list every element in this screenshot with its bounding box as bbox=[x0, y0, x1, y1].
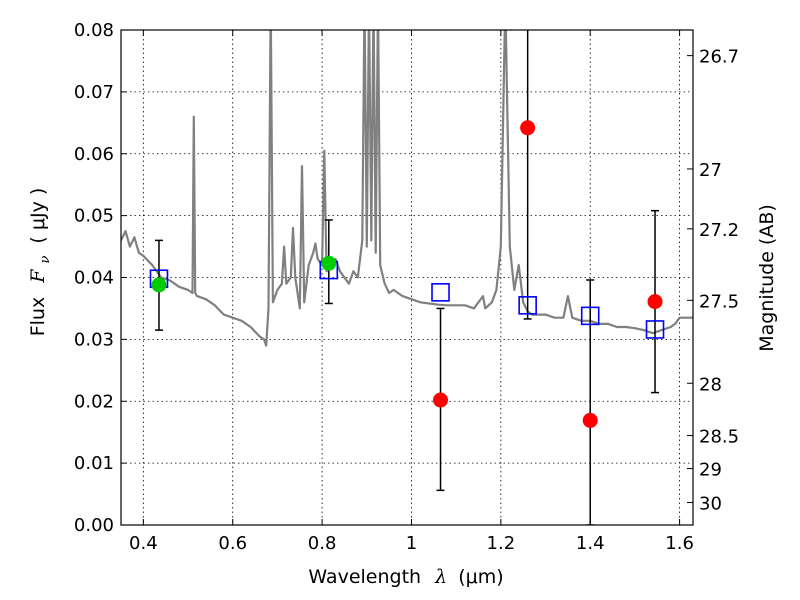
y-axis-label-text: Flux bbox=[27, 297, 49, 337]
y2-tick-label: 29 bbox=[699, 460, 722, 481]
x-tick-label: 1.2 bbox=[487, 533, 516, 554]
y-axis-label: Flux F ν ( μJy ) bbox=[27, 188, 54, 337]
model-spectrum-line bbox=[121, 30, 693, 347]
x-axis-symbol: λ bbox=[434, 566, 447, 588]
y-tick-label: 0.08 bbox=[74, 20, 114, 41]
model-spectrum bbox=[121, 30, 693, 347]
y-axis-symbol-sub: ν bbox=[38, 256, 53, 264]
model-band-marker bbox=[431, 283, 450, 302]
x-tick-label: 0.6 bbox=[218, 533, 247, 554]
y-tick-label: 0.01 bbox=[74, 453, 114, 474]
y-tick-label: 0.02 bbox=[74, 391, 114, 412]
optical-point bbox=[321, 255, 337, 271]
y-axis-unit: ( μJy ) bbox=[27, 188, 49, 244]
nir-point bbox=[647, 294, 663, 310]
model-band-marker bbox=[580, 306, 600, 326]
x-tick-label: 1 bbox=[406, 533, 417, 554]
x-axis-unit: (μm) bbox=[458, 566, 503, 588]
y-tick-label: 0.06 bbox=[74, 144, 114, 165]
y-tick-label: 0.03 bbox=[74, 329, 114, 350]
y2-tick-label: 30 bbox=[699, 494, 722, 515]
y2-tick-label: 27 bbox=[699, 160, 722, 181]
data-markers bbox=[149, 120, 665, 428]
y2-tick-label: 27.5 bbox=[699, 291, 739, 312]
y-tick-label: 0.04 bbox=[74, 268, 114, 289]
x-tick-label: 0.4 bbox=[129, 533, 158, 554]
y2-tick-label: 28.5 bbox=[699, 427, 739, 448]
y2-tick-label: 28 bbox=[699, 374, 722, 395]
x-axis-label-text: Wavelength bbox=[308, 566, 421, 588]
x-axis-label: Wavelength λ (μm) bbox=[308, 566, 503, 588]
optical-point bbox=[151, 277, 167, 293]
x-tick-label: 1.4 bbox=[576, 533, 605, 554]
model-band-marker bbox=[645, 320, 665, 339]
x-tick-label: 0.8 bbox=[308, 533, 337, 554]
y2-tick-label: 27.2 bbox=[699, 220, 739, 241]
x-tick-label: 1.6 bbox=[665, 533, 694, 554]
y-axis-symbol: F bbox=[27, 269, 49, 284]
error-bars bbox=[154, 30, 660, 525]
y2-tick-label: 26.7 bbox=[699, 47, 739, 68]
axis-ticks: 0.4 0.6 0.8 1 1.2 1.4 1.6 0.00 0.01 0.02 0.03 0.04 0… bbox=[74, 20, 739, 554]
y-tick-label: 0.05 bbox=[74, 206, 114, 227]
nir-point bbox=[433, 392, 449, 408]
nir-point bbox=[582, 412, 598, 428]
y-tick-label: 0.07 bbox=[74, 82, 114, 103]
grid-lines bbox=[121, 30, 693, 525]
y2-axis-label: Magnitude (AB) bbox=[756, 204, 778, 352]
nir-point bbox=[520, 120, 536, 136]
y-tick-label: 0.00 bbox=[74, 515, 114, 536]
model-band-marker bbox=[518, 296, 537, 315]
